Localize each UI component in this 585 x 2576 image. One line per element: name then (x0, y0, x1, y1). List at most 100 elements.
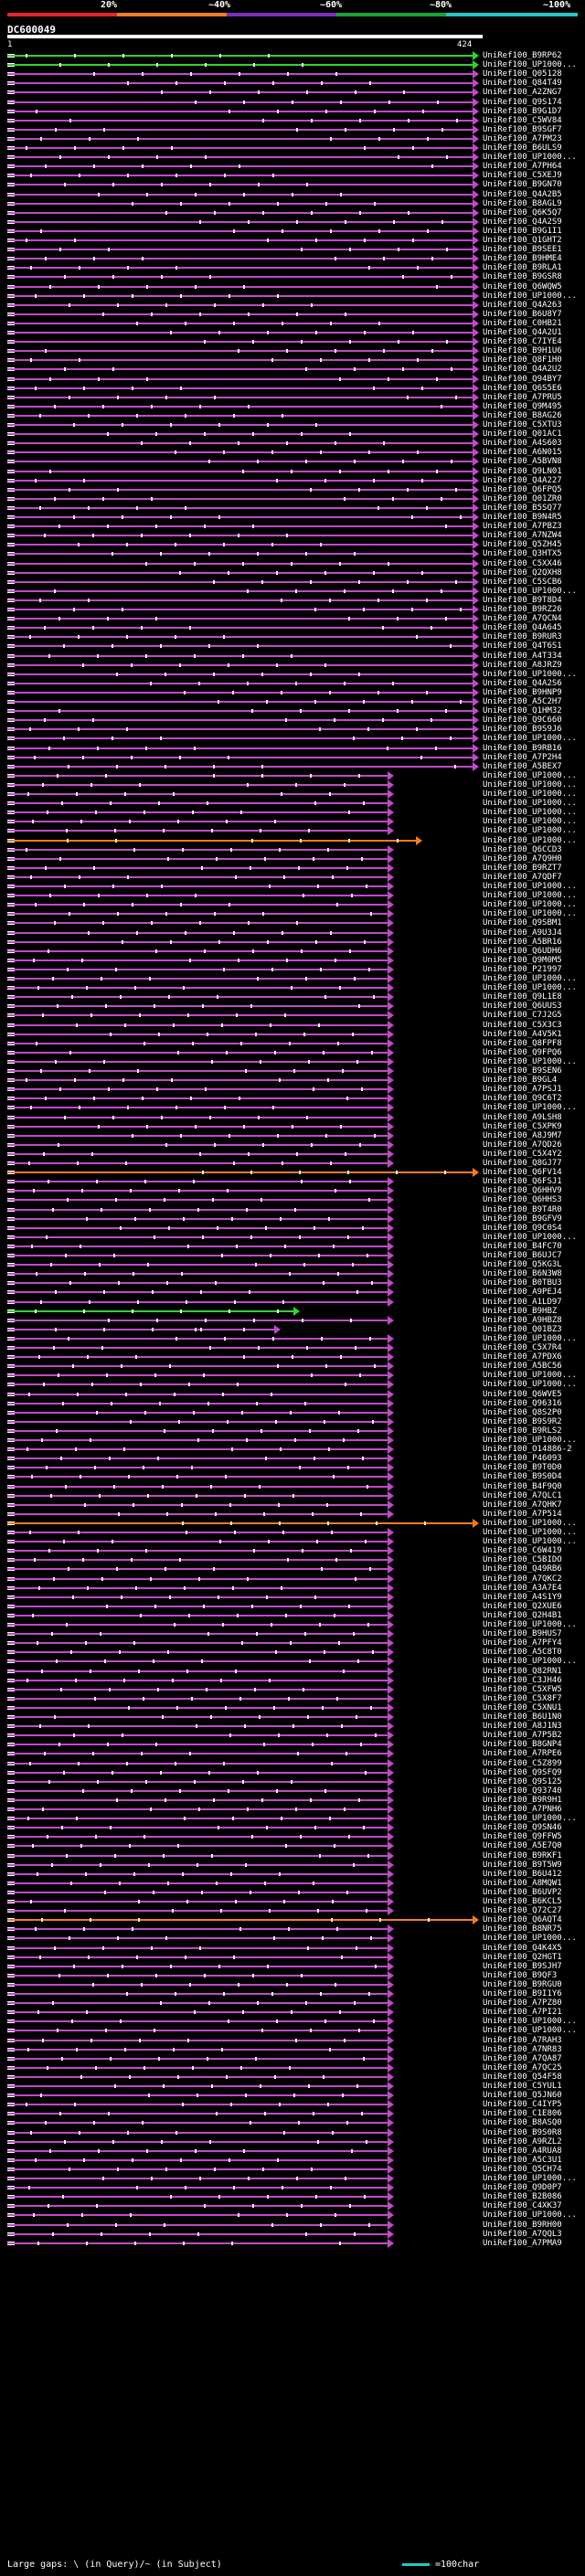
hit-row[interactable]: UniRef100_B6UVP2 (0, 1887, 585, 1897)
hit-label[interactable]: UniRef100_A4S1Y9 (483, 1592, 562, 1602)
hit-label[interactable]: UniRef100_Q01ZR0 (483, 493, 562, 504)
hit-row[interactable]: UniRef100_B9HME4 (0, 254, 585, 264)
hit-row[interactable]: UniRef100_UP1000... (0, 291, 585, 301)
hit-row[interactable]: UniRef100_Q9SBM1 (0, 918, 585, 928)
hit-row[interactable]: UniRef100_Q4A227 (0, 475, 585, 485)
hit-row[interactable]: UniRef100_A5C3U1 (0, 2155, 585, 2165)
hit-label[interactable]: UniRef100_Q96316 (483, 1398, 562, 1408)
hit-row[interactable]: UniRef100_B8AGL9 (0, 198, 585, 208)
hit-row[interactable]: UniRef100_Q5JN60 (0, 2091, 585, 2101)
hit-label[interactable]: UniRef100_Q4A263 (483, 300, 562, 310)
hit-label[interactable]: UniRef100_B6UVP2 (483, 1887, 562, 1897)
hit-label[interactable]: UniRef100_Q9SN46 (483, 1823, 562, 1833)
hit-row[interactable]: UniRef100_B9T5W9 (0, 1860, 585, 1870)
hit-label[interactable]: UniRef100_A8J9M7 (483, 1130, 562, 1140)
hit-label[interactable]: UniRef100_Q4A645 (483, 623, 562, 633)
hit-label[interactable]: UniRef100_Q4T6S1 (483, 641, 562, 652)
hit-label[interactable]: UniRef100_B9RKF1 (483, 1850, 562, 1860)
hit-label[interactable]: UniRef100_Q6HHS3 (483, 1195, 562, 1205)
hit-label[interactable]: UniRef100_Q94BY7 (483, 374, 562, 384)
hit-row[interactable]: UniRef100_UP1000... (0, 153, 585, 163)
hit-row[interactable]: UniRef100_Q5CH74 (0, 2164, 585, 2174)
hit-label[interactable]: UniRef100_Q72C27 (483, 1906, 562, 1916)
hit-label[interactable]: UniRef100_Q5JN60 (483, 2091, 562, 2101)
hit-label[interactable]: UniRef100_UP1000... (483, 1232, 577, 1242)
hit-row[interactable]: UniRef100_B9RLA1 (0, 263, 585, 273)
hit-label[interactable]: UniRef100_A7PZ80 (483, 1998, 562, 2009)
hit-label[interactable]: UniRef100_A4S603 (483, 439, 562, 449)
hit-row[interactable]: UniRef100_B9G1I1 (0, 226, 585, 236)
hit-label[interactable]: UniRef100_A7QHK7 (483, 1500, 562, 1510)
hit-label[interactable]: UniRef100_UP1000... (483, 669, 577, 679)
hit-label[interactable]: UniRef100_B9GL4 (483, 1076, 558, 1086)
hit-label[interactable]: UniRef100_B9HME4 (483, 254, 562, 264)
hit-row[interactable]: UniRef100_A9HBZ8 (0, 1315, 585, 1325)
hit-label[interactable]: UniRef100_A7P2H4 (483, 752, 562, 762)
hit-row[interactable]: UniRef100_Q6FPQ5 (0, 484, 585, 494)
hit-label[interactable]: UniRef100_Q6FV14 (483, 1168, 562, 1178)
hit-label[interactable]: UniRef100_C7IYE4 (483, 337, 562, 347)
hit-row[interactable]: UniRef100_C6W419 (0, 1546, 585, 1556)
hit-label[interactable]: UniRef100_UP1000... (483, 291, 577, 301)
hit-label[interactable]: UniRef100_Q82RN1 (483, 1666, 562, 1676)
hit-label[interactable]: UniRef100_A7QQL3 (483, 2229, 562, 2239)
hit-label[interactable]: UniRef100_A7QC25 (483, 2062, 562, 2072)
hit-row[interactable]: UniRef100_Q6HHV9 (0, 1186, 585, 1196)
hit-row[interactable]: UniRef100_A7RPE6 (0, 1749, 585, 1759)
hit-row[interactable]: UniRef100_UP1000... (0, 826, 585, 836)
hit-label[interactable]: UniRef100_C5XTU3 (483, 420, 562, 429)
hit-row[interactable]: UniRef100_B8ASQ0 (0, 2118, 585, 2128)
hit-label[interactable]: UniRef100_B9T4R0 (483, 1204, 562, 1214)
hit-row[interactable]: UniRef100_UP1000... (0, 669, 585, 679)
hit-row[interactable]: UniRef100_B2B086 (0, 2192, 585, 2202)
hit-label[interactable]: UniRef100_C3JH46 (483, 1675, 562, 1685)
hit-row[interactable]: UniRef100_UP1000... (0, 1657, 585, 1667)
hit-label[interactable]: UniRef100_UP1000... (483, 1814, 577, 1824)
hit-row[interactable]: UniRef100_UP1000... (0, 1333, 585, 1343)
hit-row[interactable]: UniRef100_UP1000... (0, 1814, 585, 1824)
hit-row[interactable]: UniRef100_Q72C27 (0, 1906, 585, 1916)
hit-row[interactable]: UniRef100_UP1000... (0, 1934, 585, 1944)
hit-row[interactable]: UniRef100_A4S603 (0, 439, 585, 449)
hit-label[interactable]: UniRef100_B9RLS2 (483, 1426, 562, 1436)
hit-label[interactable]: UniRef100_A5BC56 (483, 1362, 562, 1372)
hit-label[interactable]: UniRef100_B5SQ77 (483, 503, 562, 513)
hit-label[interactable]: UniRef100_A7Q9H0 (483, 853, 562, 864)
hit-row[interactable]: UniRef100_Q5ZH45 (0, 540, 585, 550)
hit-label[interactable]: UniRef100_Q9FFW5 (483, 1832, 562, 1842)
hit-label[interactable]: UniRef100_Q8GJ77 (483, 1159, 562, 1168)
hit-row[interactable]: UniRef100_Q82RN1 (0, 1666, 585, 1676)
hit-row[interactable]: UniRef100_Q9S174 (0, 97, 585, 107)
hit-row[interactable]: UniRef100_Q6FSJ1 (0, 1177, 585, 1187)
hit-row[interactable]: UniRef100_B9T0D0 (0, 1463, 585, 1473)
hit-row[interactable]: UniRef100_Q6HHS3 (0, 1195, 585, 1205)
hit-label[interactable]: UniRef100_C1E806 (483, 2109, 562, 2119)
hit-label[interactable]: UniRef100_B6N3W8 (483, 1269, 562, 1279)
hit-row[interactable]: UniRef100_A8J1N3 (0, 1722, 585, 1732)
hit-label[interactable]: UniRef100_B9RB16 (483, 743, 562, 753)
hit-row[interactable]: UniRef100_UP1000... (0, 900, 585, 910)
hit-label[interactable]: UniRef100_B9RGU0 (483, 1979, 562, 1989)
hit-label[interactable]: UniRef100_Q2XUE6 (483, 1601, 562, 1611)
hit-label[interactable]: UniRef100_Q4A2U1 (483, 328, 562, 337)
hit-row[interactable]: UniRef100_A7PM23 (0, 133, 585, 143)
hit-label[interactable]: UniRef100_A9PEJ4 (483, 1288, 562, 1298)
hit-label[interactable]: UniRef100_B8AGL9 (483, 198, 562, 208)
hit-row[interactable]: UniRef100_Q9L1E8 (0, 992, 585, 1002)
hit-label[interactable]: UniRef100_A7P5B2 (483, 1731, 562, 1741)
hit-label[interactable]: UniRef100_UP1000... (483, 1528, 577, 1537)
hit-row[interactable]: UniRef100_UP1000... (0, 1103, 585, 1113)
hit-label[interactable]: UniRef100_UP1000... (483, 734, 577, 744)
hit-row[interactable]: UniRef100_B9T8D4 (0, 595, 585, 605)
hit-label[interactable]: UniRef100_B8GNP4 (483, 1740, 562, 1750)
hit-label[interactable]: UniRef100_Q9L1E8 (483, 992, 562, 1002)
hit-label[interactable]: UniRef100_UP1000... (483, 60, 577, 70)
hit-label[interactable]: UniRef100_UP1000... (483, 826, 577, 836)
hit-row[interactable]: UniRef100_C7IYE4 (0, 337, 585, 347)
hit-label[interactable]: UniRef100_Q5ZH45 (483, 540, 562, 550)
hit-label[interactable]: UniRef100_C5X4Y2 (483, 1149, 562, 1159)
hit-row[interactable]: UniRef100_B9HNP9 (0, 687, 585, 697)
hit-row[interactable]: UniRef100_A9LSH8 (0, 1112, 585, 1122)
hit-label[interactable]: UniRef100_A7NR83 (483, 2044, 562, 2054)
hit-label[interactable]: UniRef100_Q9SFQ9 (483, 1767, 562, 1777)
